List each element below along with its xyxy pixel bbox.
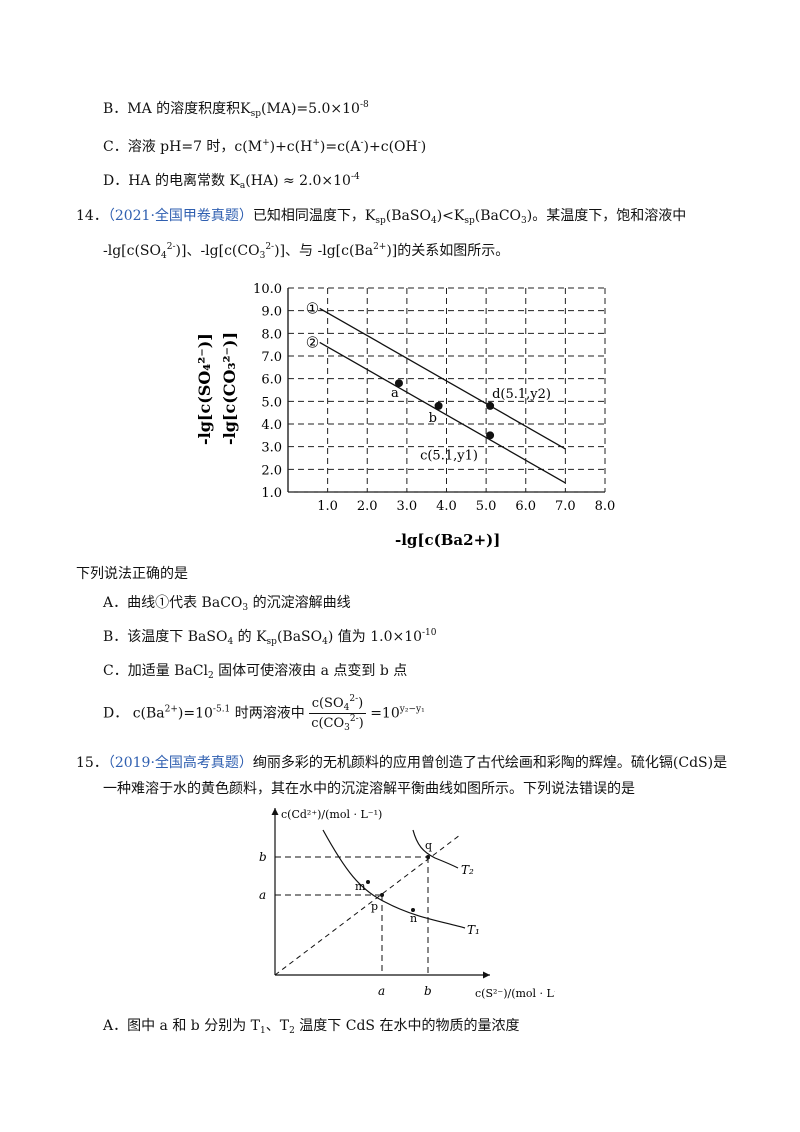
x-tick-label: 7.0 (555, 499, 576, 514)
point-label-b: b (429, 411, 437, 426)
q14-stem-line2: -lg[c(SO42-)]、-lg[c(CO32-)]、与 -lg[c(Ba2+… (103, 242, 510, 261)
fig-label-n: n (410, 912, 417, 925)
y-tick-label: 1.0 (261, 486, 282, 501)
q14-stem-line1: 14．（2021·全国甲卷真题）已知相同温度下，Ksp(BaSO4)<Ksp(B… (76, 208, 687, 226)
y-tick-label: 8.0 (261, 327, 282, 342)
y-axis-label-so4: -lg[c(SO₄²⁻)] (195, 333, 214, 445)
y-tick-label: 4.0 (261, 418, 282, 433)
q14-fraction: c(SO42-) c(CO32-) (309, 694, 366, 733)
q13-option-b: B．MA 的溶度积度积Ksp(MA)=5.0×10-8 (103, 100, 369, 119)
fig-x-label: c(S²⁻)/(mol · L⁻¹) (475, 987, 555, 1000)
q14-option-c: C．加适量 BaCl2 固体可使溶液由 a 点变到 b 点 (103, 663, 408, 681)
fig-point-p (380, 893, 384, 897)
q15-stem-line2: 一种难溶于水的黄色颜料，其在水中的沉淀溶解平衡曲线如图所示。下列说法错误的是 (103, 781, 635, 797)
q14-option-b: B．该温度下 BaSO4 的 Ksp(BaSO4) 值为 1.0×10-10 (103, 628, 437, 647)
q15-figure: c(Cd²⁺)/(mol · L⁻¹) c(S²⁻)/(mol · L⁻¹) m… (259, 808, 555, 1000)
q14-prompt: 下列说法正确的是 (76, 566, 188, 582)
series-line-2 (319, 341, 566, 484)
fig-point-m (366, 880, 370, 884)
q14-option-d: D． c(Ba2+)=10-5.1 时两溶液中 c(SO42-) c(CO32-… (103, 694, 425, 733)
fig-point-q (426, 855, 430, 859)
q14-chart: -lg[c(SO₄²⁻)] -lg[c(CO₃²⁻)] -lg[c(Ba2+)]… (195, 282, 616, 549)
fig-curve-t1 (322, 829, 466, 929)
fig-y-label: c(Cd²⁺)/(mol · L⁻¹) (281, 808, 382, 821)
x-tick-label: 6.0 (515, 499, 536, 514)
fig-x-tick-b: b (424, 984, 432, 998)
series-label-2: ② (306, 333, 319, 351)
x-tick-label: 4.0 (436, 499, 457, 514)
point-b (434, 401, 443, 410)
point-a (394, 379, 403, 388)
y-axis-label-co3: -lg[c(CO₃²⁻)] (220, 332, 239, 445)
q15-stem-line1: 15．（2019·全国高考真题）绚丽多彩的无机颜料的应用曾创造了古代绘画和彩陶的… (76, 755, 728, 771)
y-tick-label: 2.0 (261, 463, 282, 478)
q15-option-a: A．图中 a 和 b 分别为 T1、T2 温度下 CdS 在水中的物质的量浓度 (103, 1018, 520, 1036)
fig-curve-t2 (412, 829, 459, 869)
series-label-1: ① (306, 299, 319, 317)
point-c (486, 431, 495, 440)
point-label-d: d(5.1,y2) (492, 387, 551, 402)
fig-point-n (411, 908, 415, 912)
series-line-1 (319, 307, 566, 450)
x-tick-label: 8.0 (595, 499, 616, 514)
x-tick-label: 2.0 (357, 499, 378, 514)
q13-option-c: C．溶液 pH=7 时，c(M+)+c(H+)=c(A-)+c(OH-) (103, 138, 427, 155)
fig-label-m: m (355, 880, 366, 893)
x-tick-label: 5.0 (476, 499, 497, 514)
y-tick-label: 6.0 (261, 373, 282, 388)
y-tick-label: 9.0 (261, 305, 282, 320)
fig-y-tick-b: b (259, 850, 267, 864)
y-tick-label: 7.0 (261, 350, 282, 365)
q13-option-d: D．HA 的电离常数 Ka(HA) ≈ 2.0×10-4 (103, 172, 360, 191)
y-tick-label: 3.0 (261, 441, 282, 456)
x-tick-label: 1.0 (317, 499, 338, 514)
y-tick-label: 5.0 (261, 395, 282, 410)
point-label-c: c(5.1,y1) (420, 448, 478, 463)
q14-source: （2021·全国甲卷真题） (107, 208, 253, 224)
fig-x-tick-a: a (378, 984, 385, 998)
chart-y-axis-label: -lg[c(SO₄²⁻)] -lg[c(CO₃²⁻)] (195, 332, 239, 445)
x-tick-label: 3.0 (397, 499, 418, 514)
fig-label-t2: T₂ (461, 863, 474, 877)
q14-option-a: A．曲线①代表 BaCO3 的沉淀溶解曲线 (103, 595, 351, 613)
fig-label-t1: T₁ (467, 923, 480, 937)
fig-y-tick-a: a (259, 888, 266, 902)
point-d (486, 401, 495, 410)
q15-source: （2019·全国高考真题） (107, 755, 253, 771)
point-label-a: a (391, 386, 399, 401)
y-tick-label: 10.0 (253, 282, 282, 297)
x-axis-label: -lg[c(Ba2+)] (395, 531, 500, 549)
fig-label-q: q (425, 839, 432, 852)
fig-label-p: p (371, 900, 378, 913)
